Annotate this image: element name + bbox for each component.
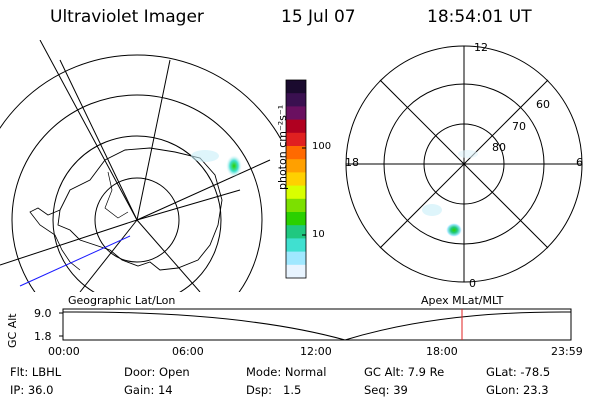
flt-field: Flt: LBHL: [10, 365, 62, 379]
time-tick-2359: 23:59: [551, 345, 583, 358]
colorbar-band: [286, 132, 306, 147]
colorbar-band: [286, 264, 306, 279]
colorbar-unit-label: photon cm⁻²s⁻¹: [276, 104, 289, 190]
orbit-track: [19, 235, 131, 287]
geo-caption: Geographic Lat/Lon: [68, 294, 176, 307]
colorbar-band: [286, 146, 306, 160]
time-label: 18:54:01 UT: [427, 7, 532, 27]
geographic-map: [0, 40, 280, 292]
colorbar-band: [286, 119, 306, 134]
seq-field: Seq: 39: [364, 383, 408, 397]
colorbar-band: [286, 251, 306, 266]
altitude-tick-9: 9.0: [34, 307, 52, 320]
time-tick-0000: 00:00: [48, 345, 80, 358]
gc-alt-field: GC Alt: 7.9 Re: [364, 365, 445, 379]
mlat-label-60: 60: [536, 98, 550, 111]
colorbar-band: [286, 238, 306, 253]
aurora-spot-geo: [226, 155, 242, 177]
mode-field: Mode: Normal: [246, 365, 327, 379]
colorbar: [285, 79, 307, 279]
colorbar-band: [286, 198, 306, 213]
colorbar-band: [286, 93, 306, 107]
time-tick-1200: 12:00: [300, 345, 332, 358]
altitude-axis-title: GC Alt: [6, 313, 19, 348]
mlt-label-12: 12: [474, 41, 488, 54]
colorbar-tick-10: 10: [312, 229, 325, 240]
colorbar-tick-100: 100: [312, 141, 332, 152]
mlat-label-80: 80: [492, 141, 506, 154]
gain-field: Gain: 14: [124, 383, 173, 397]
time-tick-1800: 18:00: [426, 345, 458, 358]
mlt-label-6: 6: [576, 156, 583, 169]
colorbar-band: [286, 185, 306, 200]
colorbar-band: [286, 80, 306, 94]
apex-caption: Apex MLat/MLT: [421, 294, 504, 307]
glon-field: GLon: 23.3: [486, 383, 549, 397]
date-label: 15 Jul 07: [281, 7, 356, 27]
colorbar-band: [286, 225, 306, 239]
time-tick-0600: 06:00: [172, 345, 204, 358]
ip-field: IP: 36.0: [10, 383, 54, 397]
altitude-tick-1-8: 1.8: [34, 330, 52, 343]
instrument-title: Ultraviolet Imager: [50, 7, 204, 27]
mlt-label-18: 18: [345, 156, 359, 169]
mlat-label-70: 70: [512, 120, 526, 133]
dsp-field: Dsp: 1.5: [246, 383, 302, 397]
colorbar-band: [286, 212, 306, 226]
colorbar-band: [286, 159, 306, 173]
door-field: Door: Open: [124, 365, 190, 379]
magnetic-map: [345, 45, 583, 283]
colorbar-band: [286, 106, 306, 121]
colorbar-band: [286, 172, 306, 187]
glat-field: GLat: -78.5: [486, 365, 551, 379]
aurora-spot-mag: [446, 223, 462, 237]
mlt-label-0: 0: [469, 277, 476, 290]
altitude-plot: [59, 308, 572, 341]
